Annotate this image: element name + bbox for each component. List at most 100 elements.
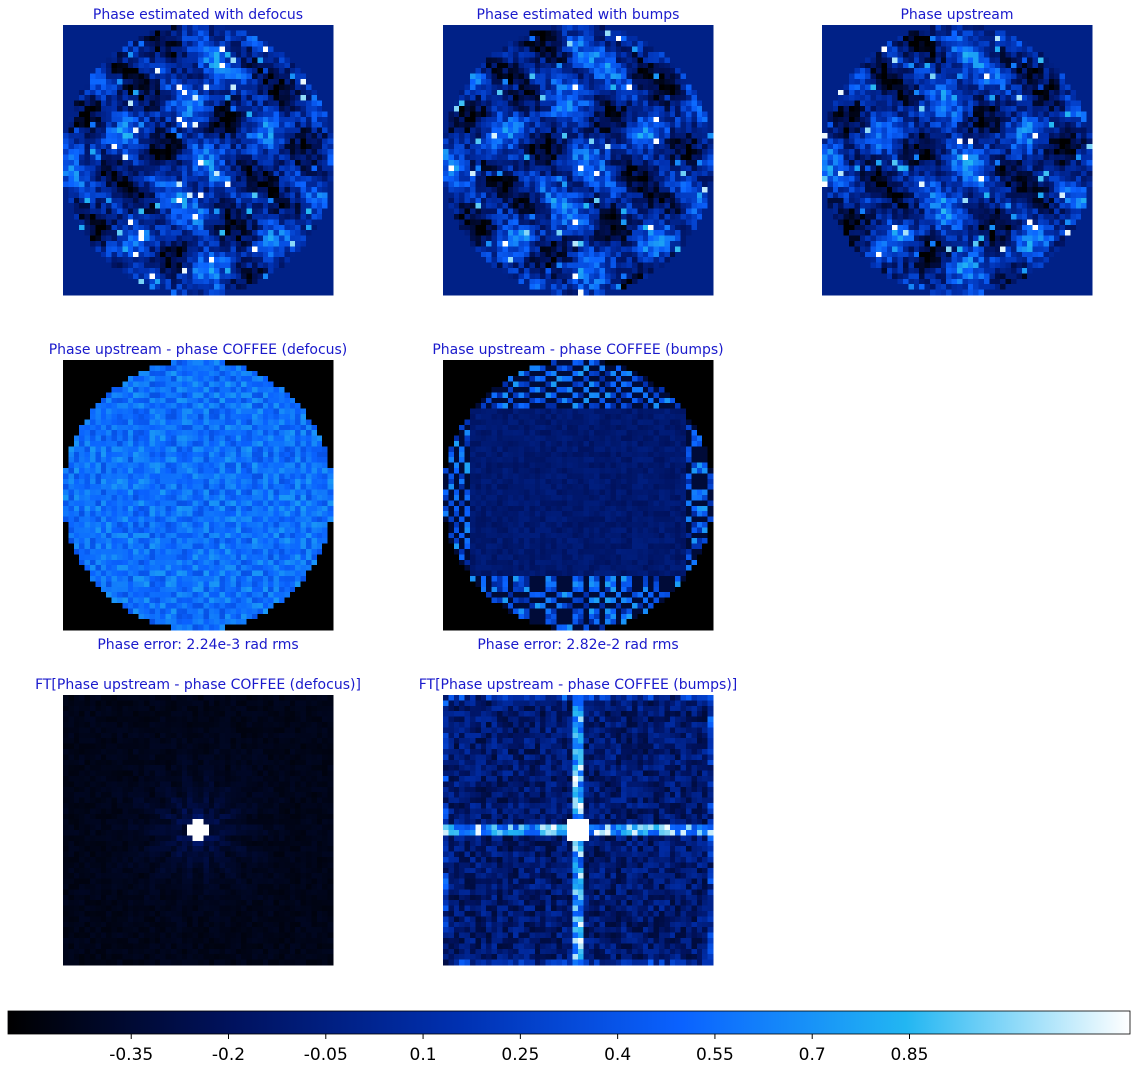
pixel xyxy=(316,165,323,172)
pixel xyxy=(621,25,627,31)
pixel xyxy=(686,41,692,47)
pixel xyxy=(295,170,301,177)
pixel xyxy=(106,251,112,258)
pixel xyxy=(160,192,166,199)
pixel xyxy=(127,57,134,64)
pixel xyxy=(513,257,519,263)
pixel xyxy=(551,100,557,107)
pixel xyxy=(73,165,80,172)
pixel xyxy=(664,62,671,69)
pixel xyxy=(540,289,546,296)
pixel xyxy=(111,176,118,182)
pixel xyxy=(561,100,568,107)
pixel xyxy=(273,224,280,231)
pixel xyxy=(203,284,210,290)
pixel xyxy=(284,35,291,42)
pixel xyxy=(295,84,301,91)
pixel xyxy=(588,68,595,74)
pixel xyxy=(675,268,681,274)
pixel xyxy=(464,289,471,296)
pixel xyxy=(79,224,85,231)
pixel xyxy=(561,62,568,69)
pixel xyxy=(171,35,177,42)
pixel xyxy=(219,57,226,64)
pixel xyxy=(615,52,622,58)
pixel xyxy=(316,284,323,290)
pixel xyxy=(252,57,258,64)
pixel xyxy=(524,143,530,150)
pixel xyxy=(572,203,579,209)
pixel xyxy=(486,95,492,101)
pixel xyxy=(572,89,579,96)
pixel xyxy=(225,208,231,215)
pixel xyxy=(556,268,563,274)
pixel xyxy=(149,170,156,177)
pixel xyxy=(567,122,573,128)
pixel xyxy=(198,170,204,177)
pixel xyxy=(95,257,102,263)
pixel xyxy=(306,284,312,290)
pixel xyxy=(122,230,129,236)
pixel xyxy=(311,41,318,47)
pixel xyxy=(567,25,573,31)
pixel xyxy=(68,95,75,101)
pixel xyxy=(68,116,75,123)
pixel xyxy=(262,235,269,242)
pixel xyxy=(117,187,123,193)
pixel xyxy=(160,46,166,53)
pixel xyxy=(680,197,687,204)
pixel xyxy=(289,116,296,123)
pixel xyxy=(669,30,676,37)
pixel xyxy=(556,111,563,118)
pixel xyxy=(219,187,226,193)
pixel xyxy=(675,170,681,177)
pixel xyxy=(198,25,204,31)
pixel xyxy=(610,84,617,91)
pixel xyxy=(610,289,617,296)
pixel xyxy=(702,46,708,53)
pixel xyxy=(214,122,220,128)
pixel xyxy=(90,176,96,182)
pixel xyxy=(273,170,280,177)
pixel xyxy=(497,257,503,263)
pixel xyxy=(165,273,172,280)
pixel xyxy=(448,89,455,96)
pixel xyxy=(605,262,611,269)
pixel xyxy=(507,84,514,91)
pixel xyxy=(160,68,166,74)
pixel xyxy=(686,52,692,58)
pixel xyxy=(491,46,498,53)
pixel xyxy=(219,95,226,101)
pixel xyxy=(615,208,622,215)
pixel xyxy=(171,89,177,96)
pixel xyxy=(632,262,638,269)
pixel xyxy=(626,273,633,280)
pixel xyxy=(464,192,471,199)
pixel xyxy=(306,79,312,85)
pixel xyxy=(171,170,177,177)
pixel xyxy=(642,106,649,112)
pixel xyxy=(63,127,69,134)
pixel xyxy=(486,149,492,155)
pixel xyxy=(181,273,188,280)
pixel xyxy=(279,278,285,285)
pixel xyxy=(187,203,193,209)
pixel xyxy=(556,25,563,31)
pixel xyxy=(273,219,280,226)
pixel xyxy=(117,224,123,231)
pixel xyxy=(181,165,188,172)
pixel xyxy=(106,111,112,118)
pixel xyxy=(117,79,123,85)
pixel xyxy=(578,127,584,134)
pixel xyxy=(316,192,323,199)
pixel xyxy=(284,111,291,118)
pixel xyxy=(187,224,193,231)
pixel xyxy=(653,95,660,101)
pixel xyxy=(165,62,172,69)
pixel xyxy=(594,197,600,204)
pixel xyxy=(659,100,665,107)
pixel xyxy=(464,224,471,231)
pixel xyxy=(480,235,487,242)
pixel xyxy=(133,127,139,134)
pixel xyxy=(513,230,519,236)
